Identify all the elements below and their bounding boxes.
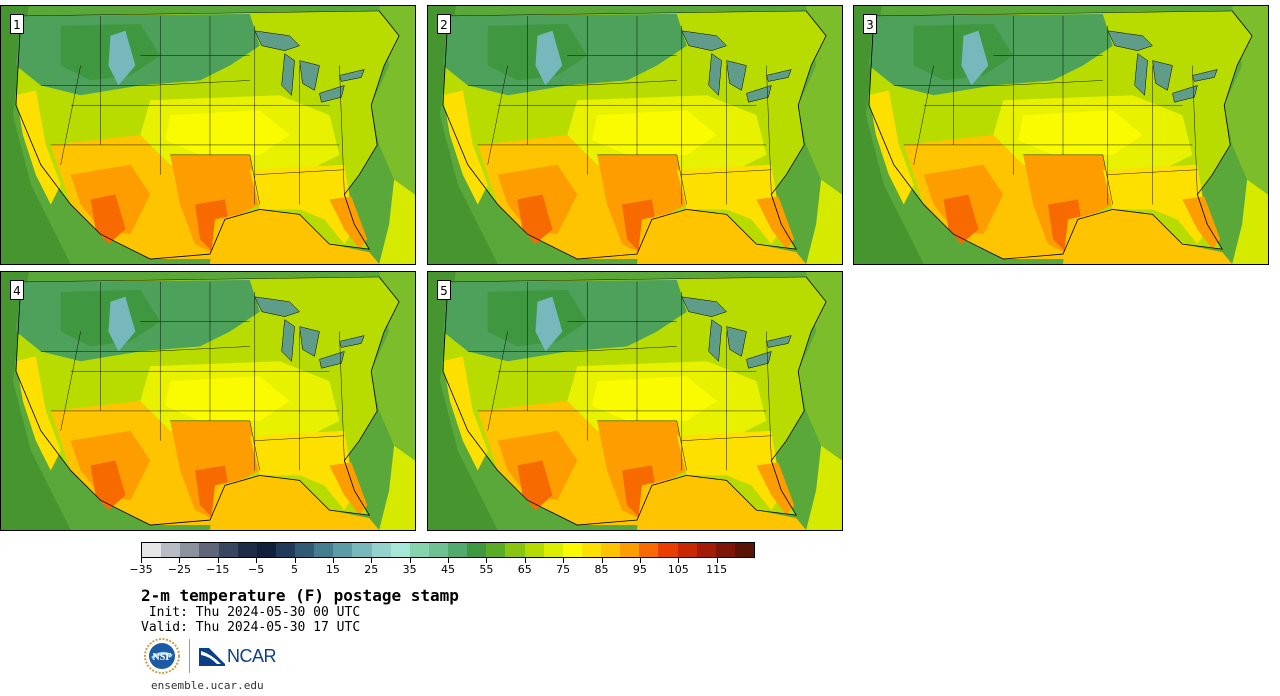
colorbar-tick-label-4: 5: [291, 563, 298, 576]
colorbar-tick-label-11: 75: [556, 563, 571, 576]
temperature-map-5: [428, 272, 842, 530]
ensemble-member-panel-5: 5: [427, 271, 843, 531]
colorbar-segment-23: [581, 543, 601, 557]
colorbar-tick-1: [179, 558, 181, 563]
colorbar-tick-3: [256, 558, 258, 563]
colorbar-tick-8: [448, 558, 449, 563]
colorbar-ticks: −35 −25 −15 −5 5 15 25 35 45 55 65 75 85 95 105 115: [129, 558, 755, 578]
colorbar-segment-19: [505, 543, 525, 557]
colorbar-segment-28: [677, 543, 697, 557]
colorbar-segment-14: [409, 543, 429, 557]
valid-time: Valid: Thu 2024-05-30 17 UTC: [141, 620, 361, 635]
ncar-swoosh-icon: [199, 648, 225, 666]
colorbar-tick-label-5: 15: [325, 563, 340, 576]
colorbar-segment-13: [390, 543, 410, 557]
colorbar-segment-11: [352, 543, 372, 557]
colorbar-segment-16: [448, 543, 468, 557]
colorbar-segment-6: [256, 543, 276, 557]
colorbar-segment-8: [295, 543, 315, 557]
colorbar-segment-30: [715, 543, 735, 557]
colorbar-tick-label-6: 25: [364, 563, 379, 576]
colorbar-segment-1: [161, 543, 181, 557]
colorbar-segment-21: [543, 543, 563, 557]
colorbar-tick-label-2: −15: [206, 563, 230, 576]
temperature-map-4: [1, 272, 415, 530]
colorbar-segment-29: [696, 543, 716, 557]
member-label-3: 3: [863, 14, 877, 34]
temperature-map-2: [428, 6, 842, 264]
colorbar-segment-20: [524, 543, 544, 557]
colorbar-segment-18: [486, 543, 506, 557]
colorbar-tick-9: [486, 558, 488, 563]
logo-divider: [189, 639, 190, 673]
colorbar-tick-label-12: 85: [594, 563, 609, 576]
colorbar-tick-label-15: 115: [706, 563, 728, 576]
logos: NSF NCAR: [144, 638, 277, 674]
colorbar-segment-2: [180, 543, 200, 557]
colorbar-tick-label-0: −35: [129, 563, 153, 576]
colorbar-tick-10: [524, 558, 526, 563]
member-label-4: 4: [10, 280, 24, 300]
colorbar-tick-label-3: −5: [248, 563, 265, 576]
colorbar-tick-label-9: 55: [479, 563, 494, 576]
ensemble-member-panel-1: 1: [0, 5, 416, 265]
colorbar-segment-10: [333, 543, 353, 557]
figure-title: 2-m temperature (F) postage stamp: [141, 586, 459, 605]
colorbar-segment-22: [562, 543, 582, 557]
member-label-2: 2: [437, 14, 451, 34]
ncar-logo: NCAR: [199, 645, 277, 667]
colorbar-segment-7: [275, 543, 295, 557]
temperature-map-3: [854, 6, 1268, 264]
colorbar-tick-label-13: 95: [632, 563, 647, 576]
ensemble-member-panel-3: 3: [853, 5, 1269, 265]
colorbar-tick-0: [141, 558, 142, 563]
colorbar-tick-5: [332, 558, 334, 563]
colorbar-segment-15: [428, 543, 448, 557]
colorbar-tick-4: [294, 558, 296, 563]
website-url: ensemble.ucar.edu: [151, 679, 264, 692]
temperature-colorbar: [141, 542, 755, 558]
colorbar-tick-13: [639, 558, 641, 563]
colorbar-segment-9: [314, 543, 334, 557]
colorbar-tick-label-14: 105: [667, 563, 689, 576]
temperature-map-1: [1, 6, 415, 264]
colorbar-tick-label-7: 35: [402, 563, 417, 576]
colorbar-tick-12: [601, 558, 603, 563]
nsf-logo-icon: NSF: [144, 638, 180, 674]
colorbar-tick-6: [371, 558, 373, 563]
colorbar-tick-label-10: 65: [517, 563, 532, 576]
colorbar-segment-3: [199, 543, 219, 557]
nsf-logo-text: NSF: [153, 652, 172, 663]
colorbar-segment-24: [601, 543, 621, 557]
ncar-logo-text: NCAR: [227, 645, 277, 666]
colorbar-tick-7: [409, 558, 411, 563]
colorbar-segment-27: [658, 543, 678, 557]
ensemble-member-panel-2: 2: [427, 5, 843, 265]
colorbar-segment-31: [734, 543, 754, 557]
colorbar-segment-5: [237, 543, 257, 557]
member-label-1: 1: [10, 14, 24, 34]
colorbar-segment-12: [371, 543, 391, 557]
ensemble-member-panel-4: 4: [0, 271, 416, 531]
colorbar-tick-label-1: −25: [167, 563, 191, 576]
colorbar-tick-2: [217, 558, 219, 563]
init-time: Init: Thu 2024-05-30 00 UTC: [141, 605, 361, 620]
colorbar-segment-25: [620, 543, 640, 557]
member-label-5: 5: [437, 280, 451, 300]
colorbar-segment-4: [218, 543, 238, 557]
colorbar-segment-0: [142, 543, 162, 557]
colorbar-tick-14: [678, 558, 680, 563]
colorbar-tick-11: [563, 558, 565, 563]
colorbar-tick-label-8: 45: [441, 563, 455, 576]
colorbar-segment-17: [467, 543, 487, 557]
colorbar-segment-26: [639, 543, 659, 557]
colorbar-tick-15: [716, 558, 718, 563]
